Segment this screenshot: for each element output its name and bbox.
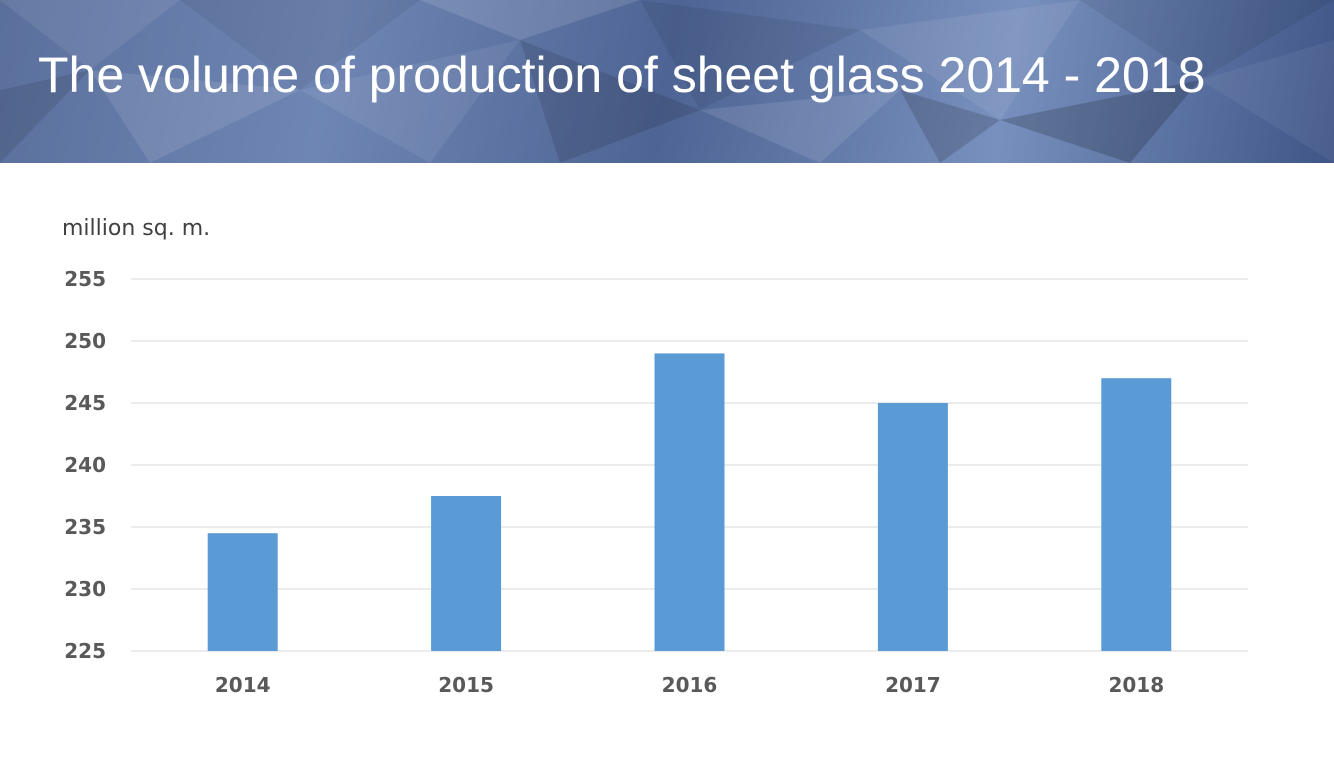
x-axis-ticks: 2014 2015 2016 2017 2018 xyxy=(215,673,1164,697)
bar-2014 xyxy=(207,533,278,651)
title-banner: The volume of production of sheet glass … xyxy=(0,0,1334,163)
y-tick-label: 250 xyxy=(64,329,106,353)
x-tick-label: 2014 xyxy=(215,673,271,697)
y-axis-ticks: 225 230 235 240 245 250 255 xyxy=(64,267,106,663)
y-tick-label: 225 xyxy=(64,639,106,663)
x-tick-label: 2018 xyxy=(1108,673,1164,697)
bar-2016 xyxy=(654,353,725,651)
x-tick-label: 2016 xyxy=(662,673,718,697)
bars xyxy=(207,353,1172,651)
page-title: The volume of production of sheet glass … xyxy=(38,47,1206,103)
y-axis-unit-label: million sq. m. xyxy=(62,216,211,241)
bar-2015 xyxy=(431,496,502,651)
bar-2017 xyxy=(877,403,948,651)
bar-2018 xyxy=(1101,378,1172,651)
x-tick-label: 2017 xyxy=(885,673,941,697)
banner-background-pattern xyxy=(0,0,1334,163)
y-tick-label: 235 xyxy=(64,515,106,539)
y-tick-label: 240 xyxy=(64,453,106,477)
y-tick-label: 230 xyxy=(64,577,106,601)
y-tick-label: 245 xyxy=(64,391,106,415)
x-tick-label: 2015 xyxy=(438,673,494,697)
y-tick-label: 255 xyxy=(64,267,106,291)
